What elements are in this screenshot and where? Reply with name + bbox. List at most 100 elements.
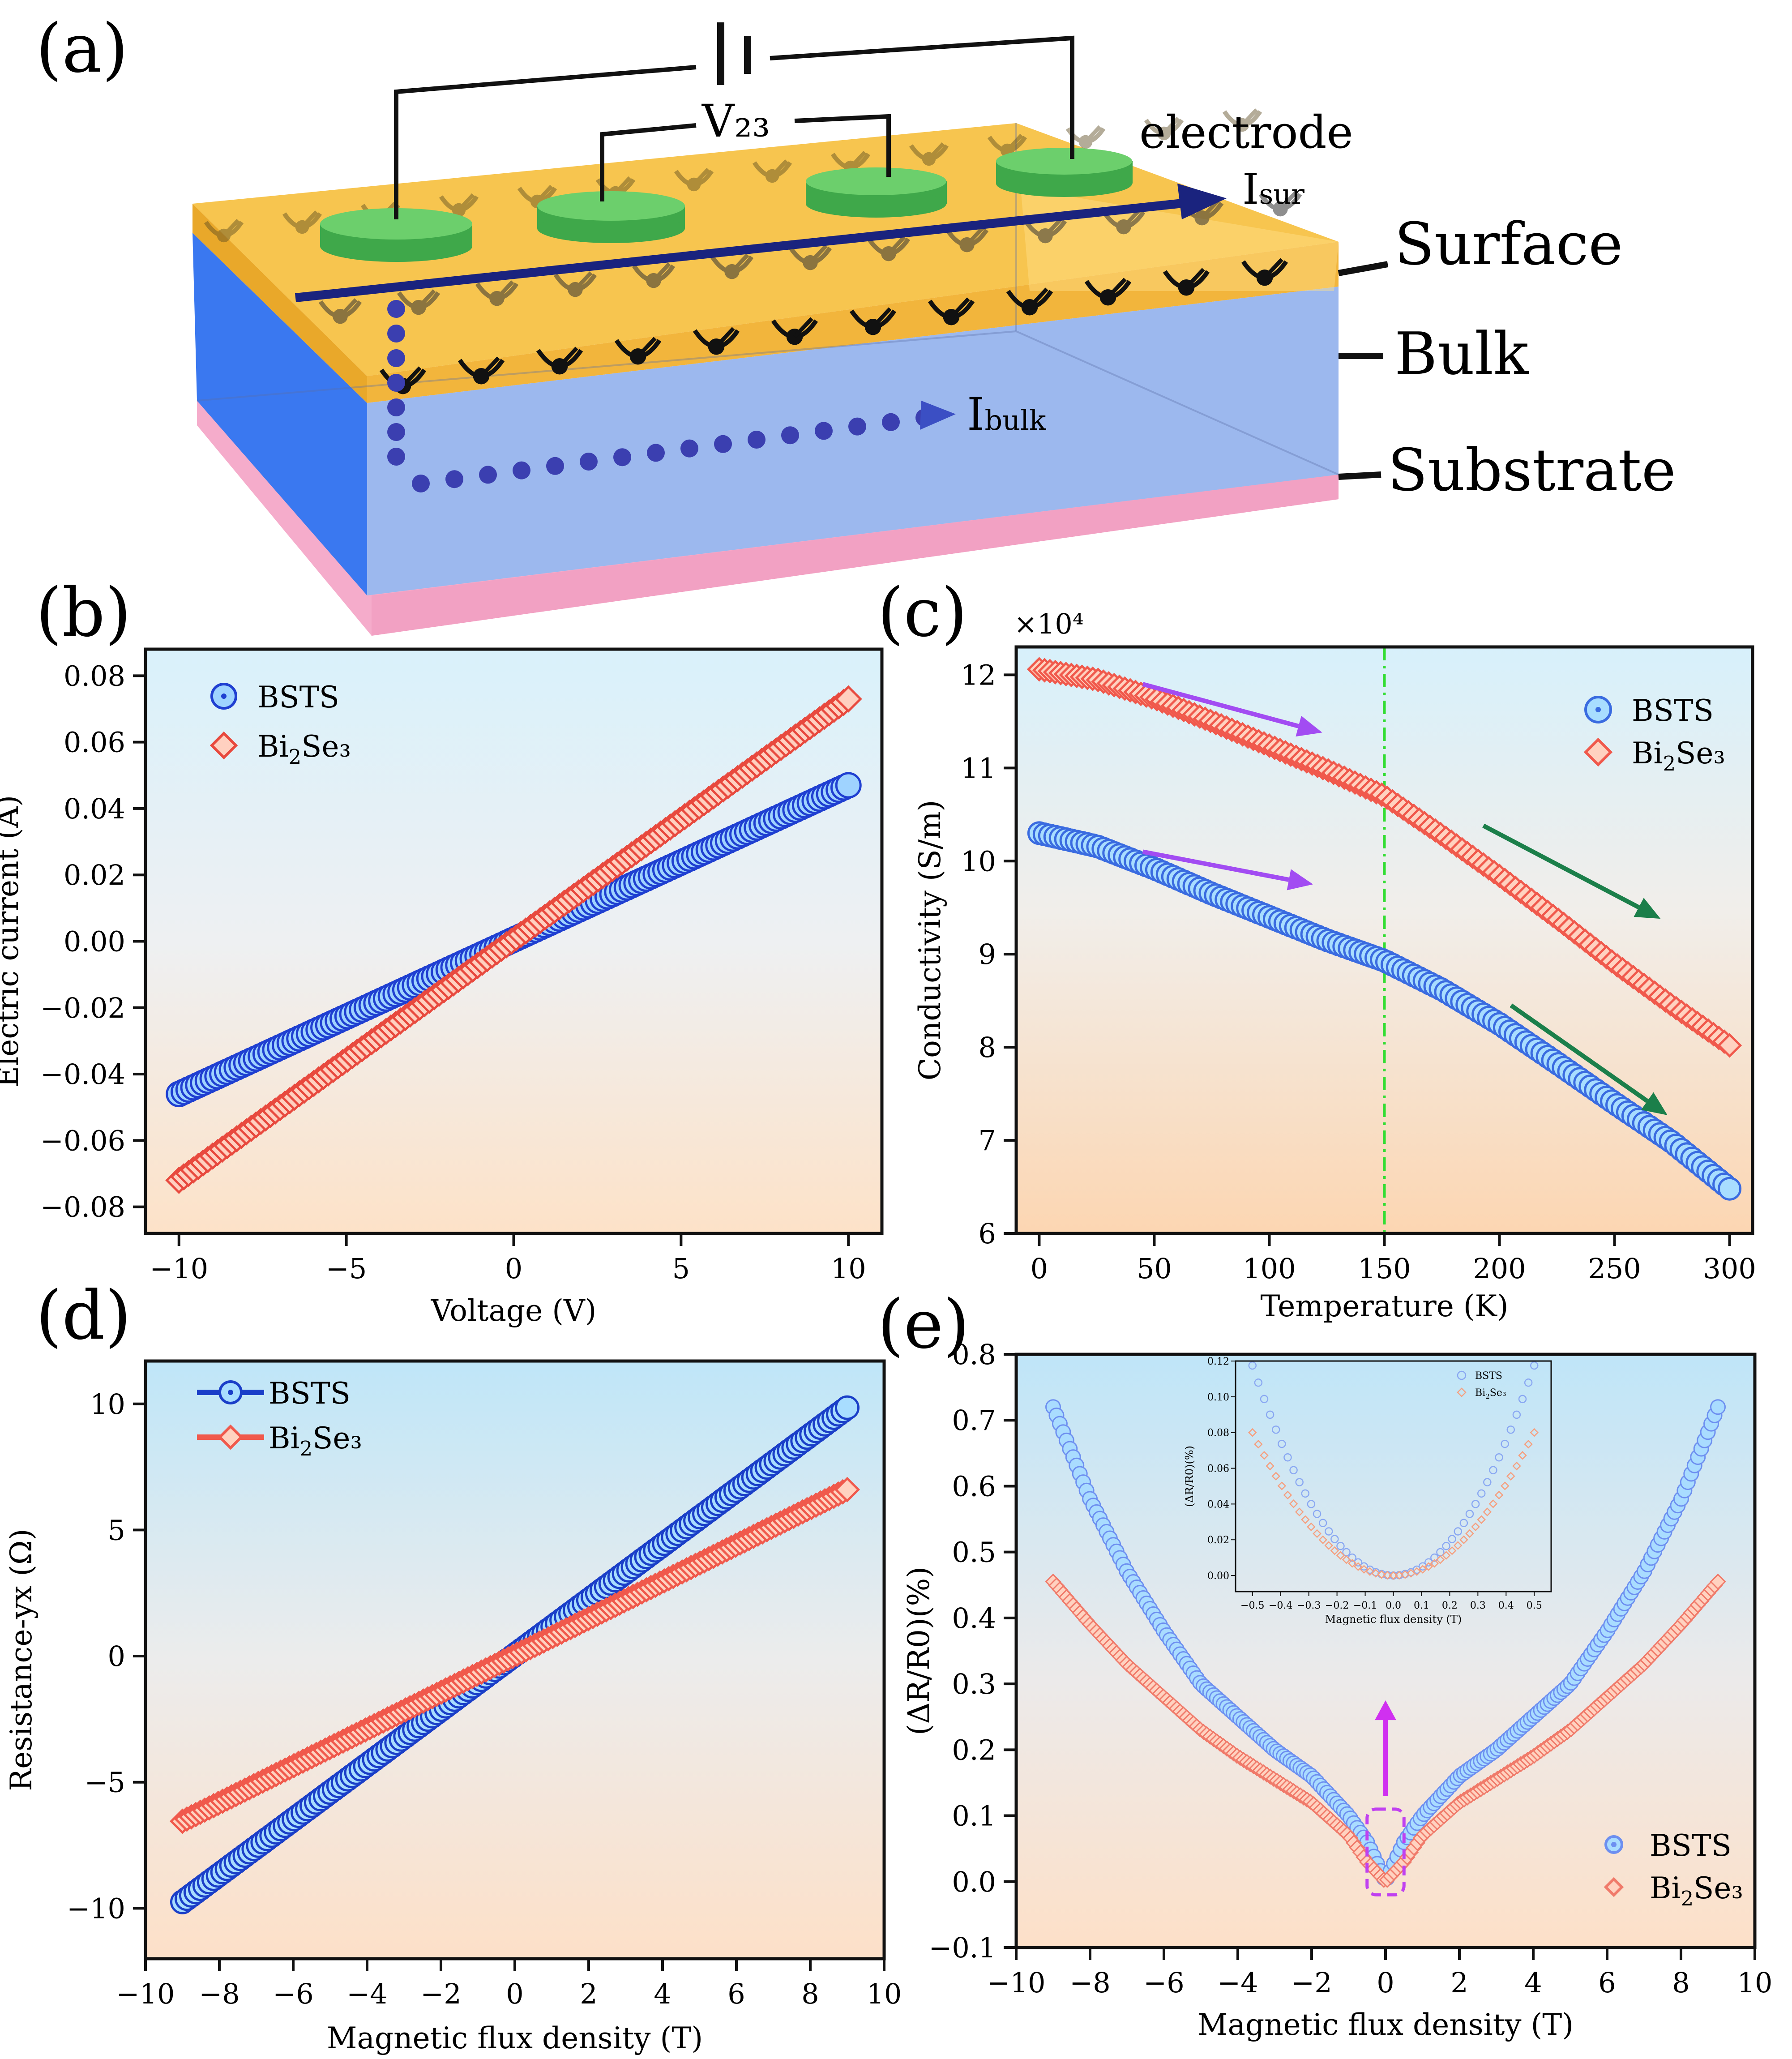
y-tick-label: 0.2 <box>952 1734 996 1766</box>
y-tick-label: −0.06 <box>40 1124 125 1157</box>
bulk-dot <box>580 453 598 471</box>
inset-y-tick-label: 0.12 <box>1207 1356 1229 1367</box>
spin-symbol <box>1084 278 1132 306</box>
y-tick-label: 0.04 <box>64 792 125 825</box>
inset-data-point <box>1447 1546 1457 1555</box>
trend-arrow-head <box>1287 869 1313 890</box>
x-tick-label: 4 <box>1524 1966 1542 1999</box>
y-tick-label: 11 <box>961 752 996 784</box>
inset-legend-marker <box>1457 1387 1467 1397</box>
chart-panel-c: 0 50 100 150 200 250 300 6 7 8 9 10 11 12 Temperature … <box>877 574 1756 1323</box>
legend-label: BSTS <box>269 1376 351 1411</box>
data-point <box>1718 1177 1742 1201</box>
inset-x-tick-label: −0.1 <box>1353 1600 1377 1611</box>
spin-symbol <box>1222 108 1262 132</box>
series-bi2se3 <box>1026 657 1742 1058</box>
x-tick-label: 10 <box>1737 1966 1773 1999</box>
legend-sub: 2 <box>1663 752 1676 775</box>
x-tick-label: −2 <box>1291 1966 1332 1999</box>
trend-arrow-head <box>1296 715 1322 737</box>
y-tick-label: −0.08 <box>40 1191 125 1224</box>
inset-data-point <box>1371 1569 1380 1578</box>
inset-data-point <box>1377 1570 1386 1579</box>
inset-data-point <box>1289 1466 1298 1474</box>
y-tick-label: 0 <box>108 1640 125 1673</box>
surface-left <box>192 204 367 403</box>
inset-data-point <box>1260 1395 1269 1404</box>
inset-data-point <box>1459 1519 1468 1528</box>
surface-front <box>367 242 1339 403</box>
inset-data-point <box>1389 1571 1398 1580</box>
inset-data-point <box>1336 1551 1345 1560</box>
inset-data-point <box>1454 1527 1463 1536</box>
inset-data-point <box>1530 1428 1539 1437</box>
x-tick-label: 0 <box>1377 1966 1394 1999</box>
spin-arrow <box>714 327 735 348</box>
data-point <box>1710 1573 1726 1590</box>
inset-x-tick-label: −0.2 <box>1325 1600 1349 1611</box>
x-axis-label: Magnetic flux density (T) <box>327 2021 703 2055</box>
x-tick-label: 8 <box>1672 1966 1689 1999</box>
x-tick-label: 0 <box>506 1978 523 2010</box>
spin-arrow <box>457 193 475 212</box>
inset-data-point <box>1471 1500 1480 1508</box>
y-tick-label: 0.0 <box>952 1866 996 1898</box>
inset-data-point <box>1524 1439 1533 1449</box>
inset-legend-label: BSTS <box>1475 1370 1502 1382</box>
spin-arrow <box>1279 191 1298 210</box>
spin-arrow <box>1200 200 1219 219</box>
legend-name: Bi <box>1632 736 1663 771</box>
spin-symbol <box>909 142 949 166</box>
chart-panel-d: −10 −8 −6 −4 −2 0 2 4 6 8 10 −10 −5 0 5 10 Magnetic flux… <box>4 1277 902 2055</box>
electrode-2 <box>537 191 685 243</box>
spin-arrow <box>573 271 593 291</box>
outer-wire <box>394 65 697 219</box>
x-tick-label: 2 <box>1450 1966 1468 1999</box>
spin-arrow <box>417 289 436 309</box>
inset-data-point <box>1260 1451 1269 1460</box>
inset-data-point <box>1342 1555 1351 1564</box>
inset-data-point <box>1330 1546 1339 1555</box>
spin-symbol <box>1258 191 1302 217</box>
legend-sub: 2 <box>1681 1887 1694 1910</box>
inset-data-point <box>1354 1562 1363 1571</box>
panel-label-c: (c) <box>877 574 967 652</box>
inset-data-point <box>1360 1565 1369 1574</box>
legend: BSTS Bi2Se₃ <box>197 1376 362 1460</box>
bulk-dot <box>387 448 405 466</box>
spin-arc <box>909 144 949 161</box>
bulk-current-path <box>387 300 933 492</box>
bulk-dot <box>479 466 497 484</box>
bulk-dot <box>412 475 430 492</box>
inset-data-point <box>1524 1378 1533 1387</box>
y-tick-label: 0.6 <box>952 1470 996 1503</box>
legend-marker <box>1604 1877 1624 1897</box>
spin-arrow <box>808 244 828 264</box>
legend-label: Bi2Se₃ <box>269 1421 362 1460</box>
legend-marker <box>218 1424 244 1450</box>
inset-data-point <box>1518 1451 1527 1460</box>
inset-data-point <box>1412 1567 1421 1576</box>
data-point <box>834 1477 860 1503</box>
bulk-current-arrow-head <box>920 401 956 430</box>
y-tick-label: −10 <box>67 1892 125 1925</box>
x-tick-label: 100 <box>1243 1252 1296 1285</box>
inset-data-point <box>1418 1565 1427 1574</box>
legend-label: Bi2Se₃ <box>1632 736 1725 775</box>
inset-legend-marker <box>1457 1370 1467 1380</box>
y-tick-label: 0.1 <box>952 1800 996 1832</box>
x-tick-label: 2 <box>580 1978 597 2010</box>
legend-marker-dot <box>1595 707 1601 712</box>
spin-symbol <box>458 356 505 385</box>
x-tick-label: −2 <box>420 1978 461 2010</box>
spin-arrow <box>338 298 358 318</box>
trend-arrow <box>1510 1003 1649 1103</box>
inset-x-tick-label: −0.3 <box>1297 1600 1321 1611</box>
inset-x-tick-label: 0.4 <box>1498 1600 1514 1611</box>
inset-legend-name: Bi <box>1475 1387 1485 1399</box>
spin-symbol <box>614 337 662 365</box>
x-axis-label: Magnetic flux density (T) <box>1198 2008 1574 2042</box>
electrode-4 <box>996 148 1133 197</box>
legend-tail: Se₃ <box>301 729 351 764</box>
x-tick-label: 0 <box>505 1252 522 1285</box>
